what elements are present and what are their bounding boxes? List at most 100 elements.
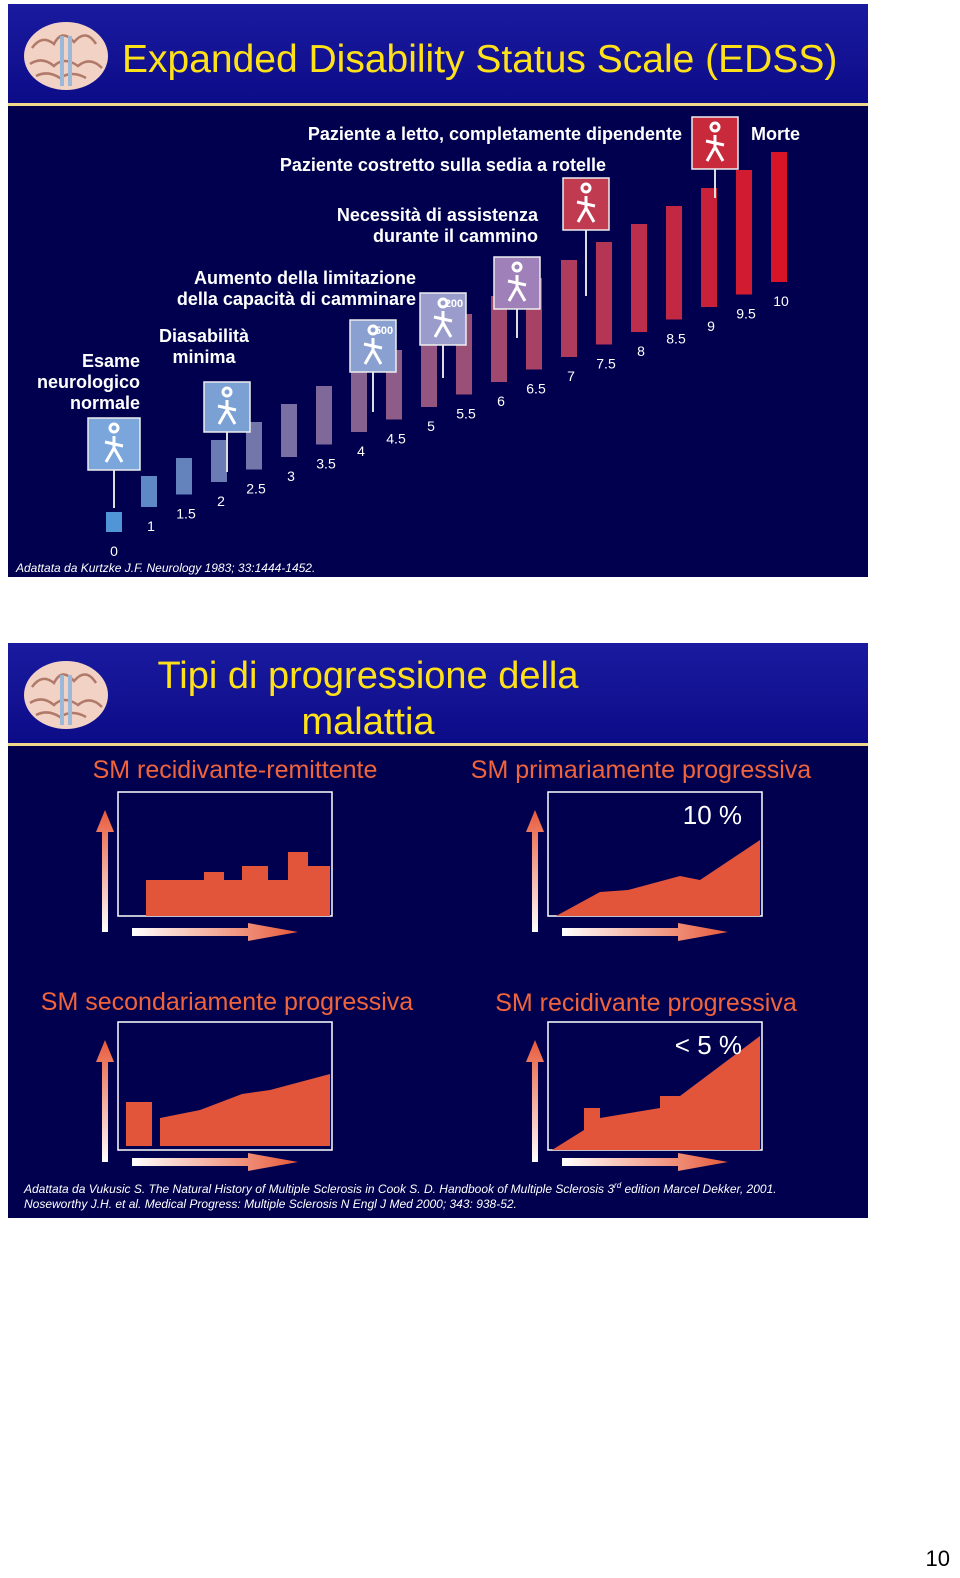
edss-step-label: 7.5 (596, 356, 616, 372)
edss-bar (421, 332, 437, 407)
edss-step-label: 9.5 (736, 306, 756, 322)
icon-bed (691, 116, 739, 170)
edss-step-label: 2.5 (246, 481, 266, 497)
brain-logo (22, 659, 110, 731)
progression-shape (146, 852, 330, 916)
figure (363, 324, 383, 365)
x-arrow (132, 1153, 298, 1171)
icon-label: 500 (375, 325, 393, 337)
edss-bar (106, 512, 122, 532)
edss-step-label: 4.5 (386, 431, 406, 447)
edss-step-label: 2 (217, 493, 225, 509)
source-text: Adattata da Vukusic S. The Natural Histo… (23, 1182, 614, 1196)
page-number: 10 (926, 1546, 950, 1571)
edss-step-label: 10 (773, 293, 789, 309)
y-arrow (526, 810, 544, 932)
edss-bar (666, 206, 682, 320)
slide-header (8, 4, 868, 104)
edss-bar (351, 368, 367, 432)
edss-step-label: 1 (147, 518, 155, 534)
edss-bar (176, 458, 192, 495)
annotation: normale (70, 393, 140, 413)
annotation: Esame (82, 351, 140, 371)
edss-step-label: 3 (287, 468, 295, 484)
edss-bar (141, 476, 157, 507)
slide-title: malattia (301, 701, 435, 743)
edss-bar (316, 386, 332, 445)
icon-cane (493, 256, 541, 310)
annotation: Aumento della limitazione (194, 268, 416, 288)
figure (507, 261, 527, 302)
panel-title: SM recidivante-remittente (93, 756, 378, 784)
edss-step-label: 6.5 (526, 381, 546, 397)
header-rule (8, 103, 868, 106)
annotation: durante il cammino (373, 226, 538, 246)
annotation: Paziente costretto sulla sedia a rotelle (280, 155, 606, 175)
edss-step-label: 5.5 (456, 406, 476, 422)
header-rule (8, 743, 868, 746)
y-arrow (526, 1040, 544, 1162)
panel-title: SM secondariamente progressiva (41, 988, 413, 1016)
superscript: rd (614, 1181, 622, 1190)
progression-panels: SM recidivante-remittente SM primariament… (41, 756, 811, 1171)
figure (217, 386, 237, 425)
edss-bar (561, 260, 577, 357)
edss-step-label: 8 (637, 343, 645, 359)
figure (705, 121, 725, 162)
edss-step-label: 4 (357, 443, 365, 459)
progression-shape (552, 1036, 760, 1150)
icon-label: 200 (445, 298, 463, 310)
slide-title: Expanded Disability Status Scale (EDSS) (122, 38, 837, 81)
panel-title: SM primariamente progressiva (471, 756, 811, 784)
edss-bar (771, 152, 787, 282)
edss-bar (246, 422, 262, 470)
edss-step-label: 8.5 (666, 331, 686, 347)
edss-step-label: 5 (427, 418, 435, 434)
slide-title: Tipi di progressione della (157, 655, 579, 697)
figure (433, 297, 453, 338)
panel-title: SM recidivante progressiva (495, 989, 797, 1017)
y-arrow (96, 810, 114, 932)
x-arrow (562, 923, 728, 941)
edss-bar (211, 440, 227, 482)
edss-bar (701, 188, 717, 307)
x-arrow (562, 1153, 728, 1171)
progression-shape (556, 840, 760, 916)
source-text: edition Marcel Dekker, 2001. (621, 1182, 776, 1196)
figure (104, 422, 124, 463)
figure (576, 182, 596, 223)
source: Noseworthy J.H. et al. Medical Progress:… (24, 1197, 517, 1211)
slide-1: Expanded Disability Status Scale (EDSS) … (8, 4, 868, 577)
source: Adattata da Kurtzke J.F. Neurology 1983;… (15, 561, 315, 575)
panel-frame (117, 1021, 333, 1151)
panel-note: 10 % (683, 800, 742, 830)
annotation: della capacità di camminare (177, 289, 416, 309)
panel-note: < 5 % (675, 1030, 742, 1060)
brain-logo (22, 20, 110, 92)
edss-bar (281, 404, 297, 457)
edss-bar (631, 224, 647, 332)
edss-step-label: 6 (497, 393, 505, 409)
source: Adattata da Vukusic S. The Natural Histo… (23, 1181, 777, 1196)
y-arrow (96, 1040, 114, 1162)
slide-2: Tipi di progressione della malattia SM r… (8, 643, 868, 1218)
edss-bar (491, 296, 507, 382)
annotation: Paziente a letto, completamente dipenden… (308, 124, 682, 144)
annotation: Necessità di assistenza (337, 205, 539, 225)
edss-step-label: 3.5 (316, 456, 336, 472)
annotation: Morte (751, 124, 800, 144)
slide-header (8, 643, 868, 743)
x-arrow (132, 923, 298, 941)
annotation: neurologico (37, 372, 140, 392)
edss-bar (736, 170, 752, 295)
progression-shape (126, 1074, 330, 1146)
edss-step-label: 1.5 (176, 506, 196, 522)
annotation: Diasabilità (159, 326, 250, 346)
edss-bar (596, 242, 612, 345)
edss-diagram: 0 1 1.5 2 2.5 3 3.5 4 4.5 5 5.5 6 6.5 7 7.5 8 8.5 9 9.5 10 5… (37, 116, 800, 559)
edss-step-label: 0 (110, 543, 118, 559)
edss-step-label: 9 (707, 318, 715, 334)
annotation: minima (172, 347, 236, 367)
